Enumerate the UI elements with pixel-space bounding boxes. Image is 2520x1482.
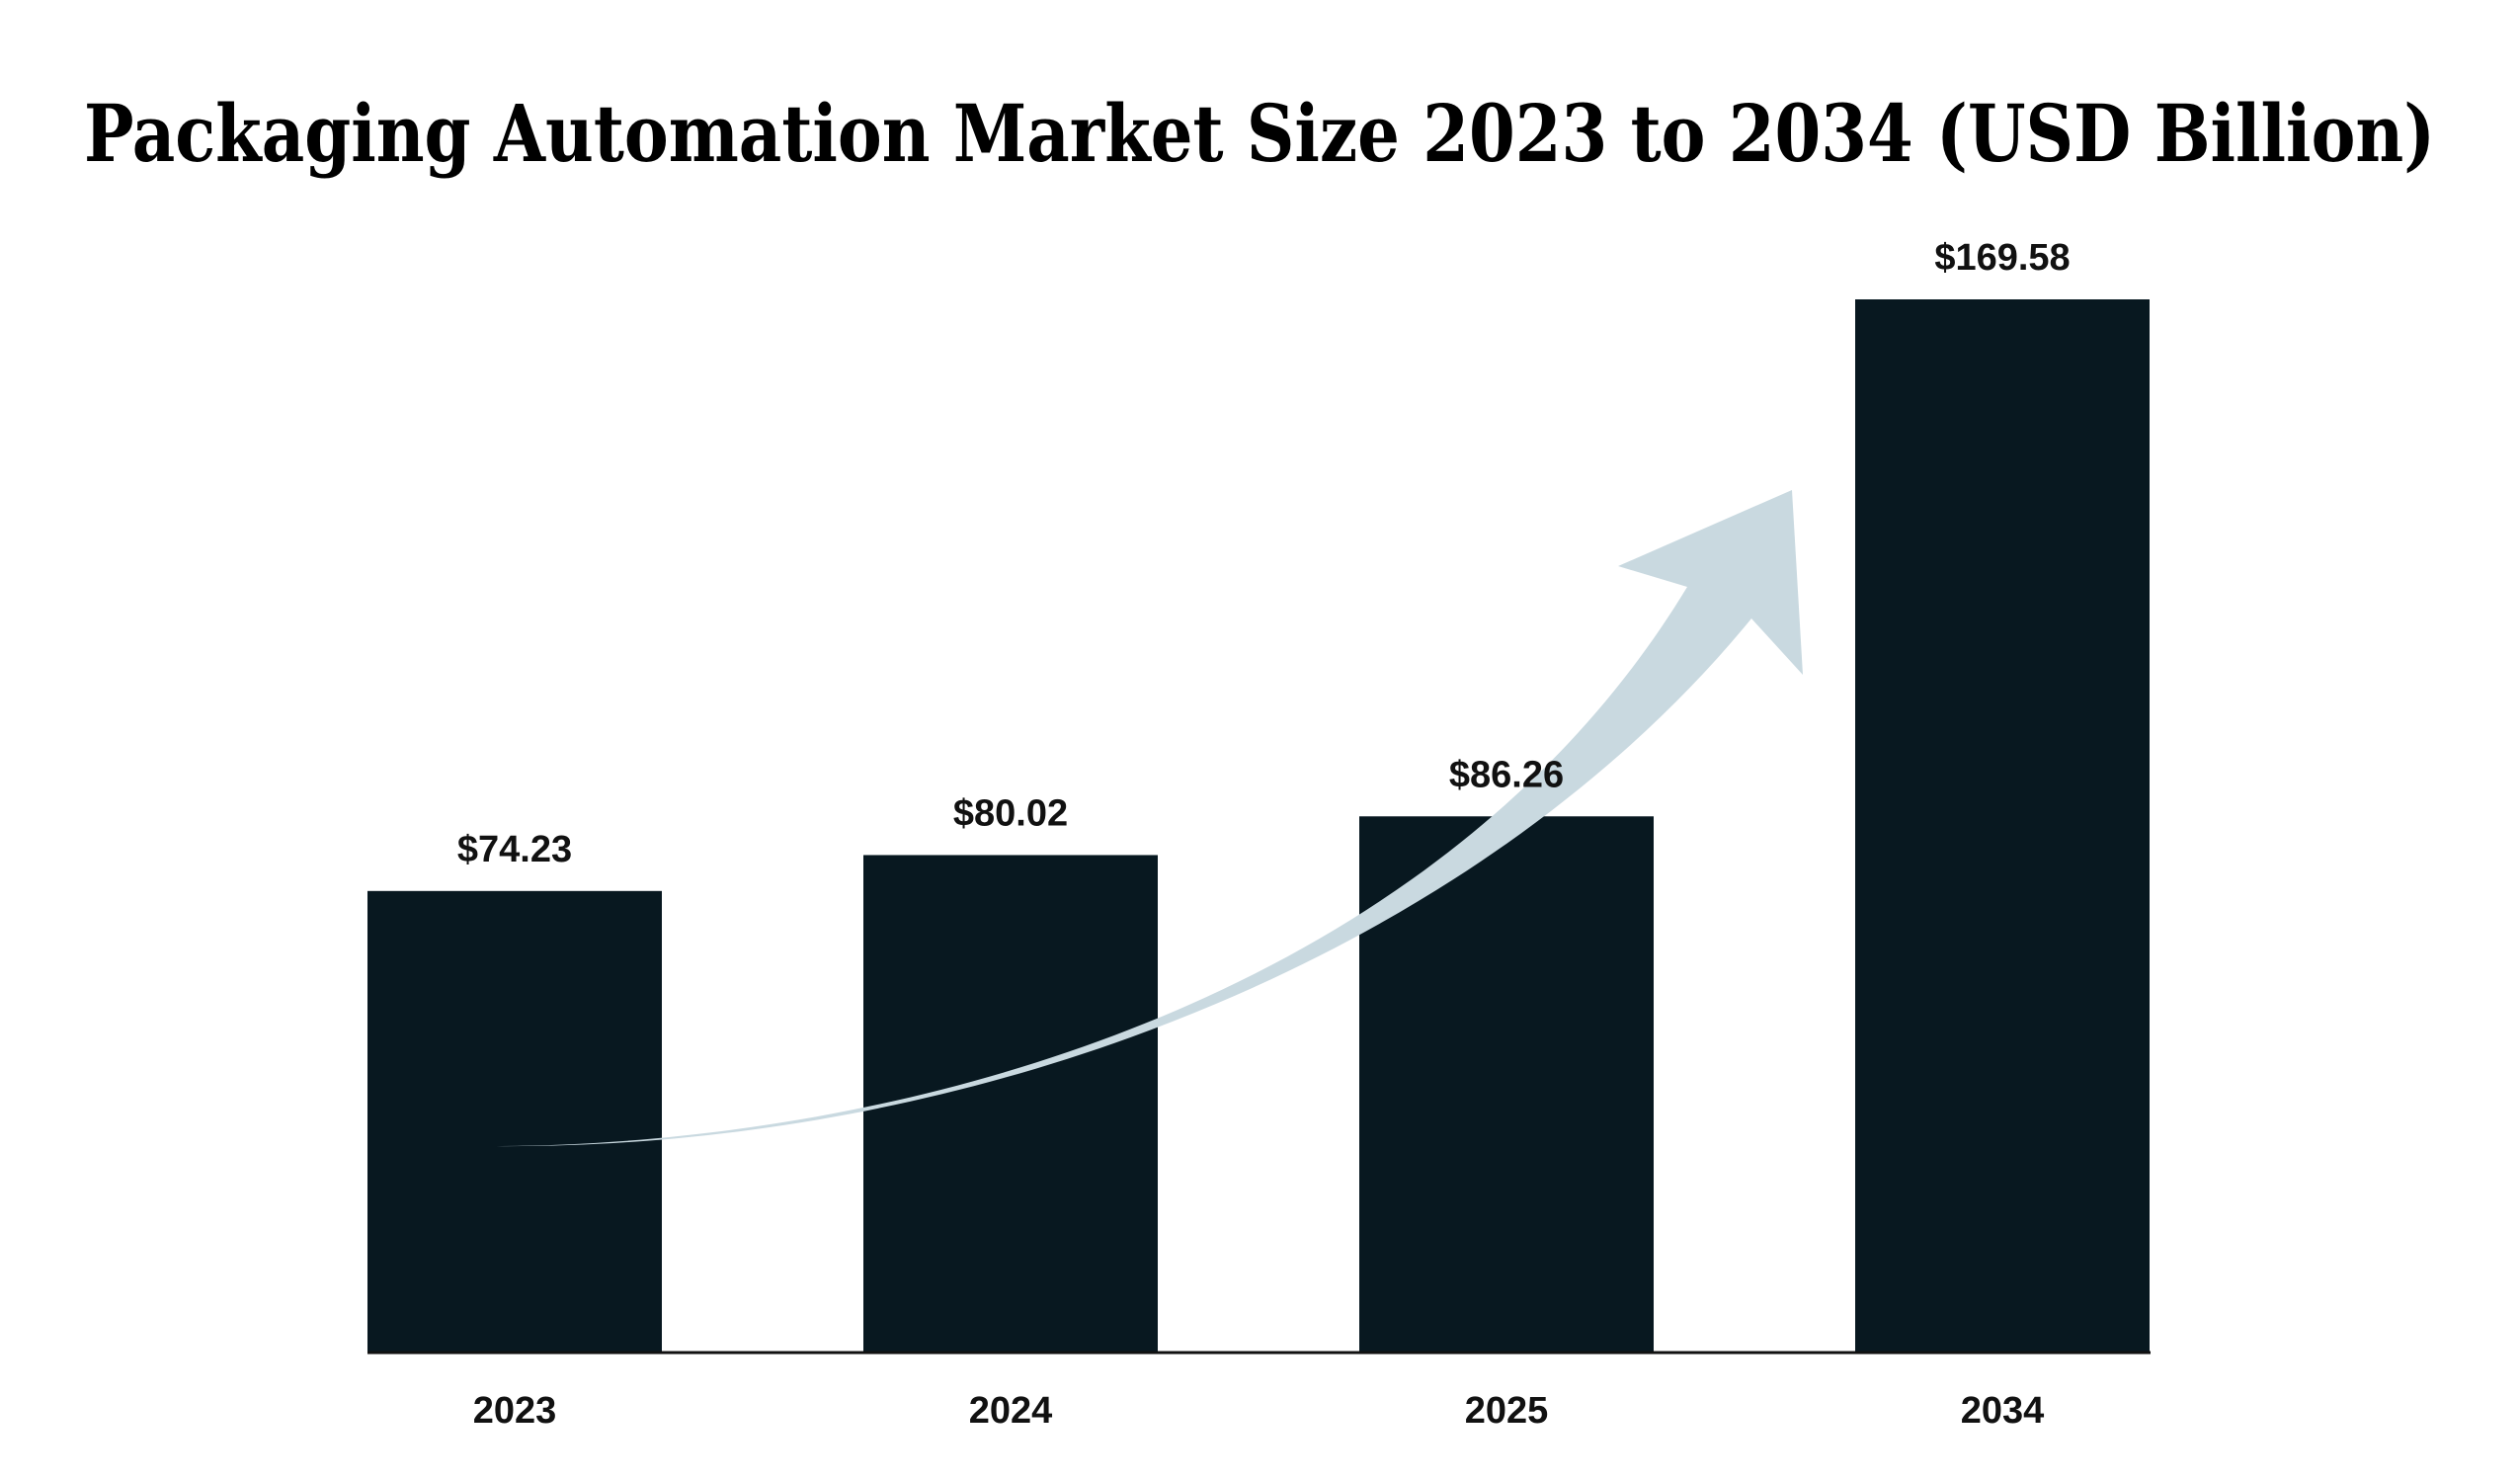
x-tick-label: 2025 xyxy=(1465,1390,1549,1432)
bar xyxy=(367,890,662,1352)
value-label: $86.26 xyxy=(1449,754,1564,795)
value-label: $169.58 xyxy=(1934,237,2070,279)
chart-title: Packaging Automation Market Size 2023 to… xyxy=(84,87,2435,180)
bar xyxy=(1855,299,2150,1352)
trend-arrow xyxy=(490,490,1803,1147)
bar xyxy=(863,855,1158,1352)
bars xyxy=(367,299,2150,1352)
value-label: $80.02 xyxy=(953,792,1068,834)
x-tick-label: 2034 xyxy=(1961,1390,2045,1432)
labels: $74.23 2023 $80.02 2024 $86.26 2025 $169.58 203… xyxy=(457,237,2071,1432)
x-tick-label: 2024 xyxy=(969,1390,1053,1432)
x-tick-label: 2023 xyxy=(473,1390,557,1432)
value-label: $74.23 xyxy=(457,829,572,870)
